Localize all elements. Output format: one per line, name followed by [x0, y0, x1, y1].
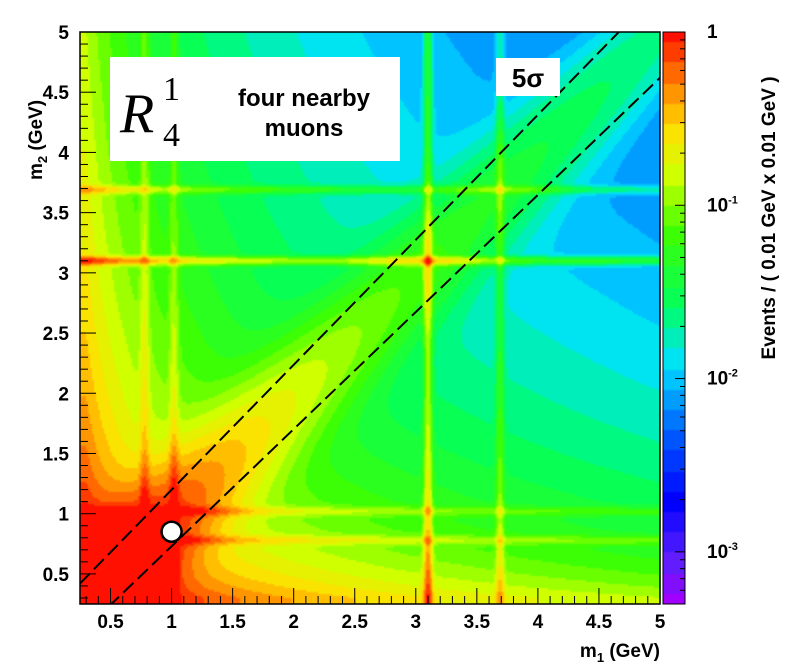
- x-tick-label: 3: [411, 612, 422, 633]
- y-axis-label-sub: 2: [35, 156, 50, 163]
- color-scale-label: Events / ( 0.01 GeV x 0.01 GeV ): [759, 76, 780, 359]
- x-tick-label: 4.5: [586, 612, 613, 633]
- annotation-line-2: muons: [265, 115, 344, 142]
- signal-band-line-1: [80, 32, 621, 585]
- annotation-box: R 1 4 four nearby muons: [110, 57, 400, 161]
- marker-point: [160, 520, 183, 543]
- x-tick-label: 0.5: [97, 612, 124, 633]
- annotation-box-bg: [110, 57, 400, 161]
- significance-box: 5σ: [496, 58, 560, 96]
- y-tick-label: 2: [58, 384, 69, 405]
- significance-label: 5σ: [512, 63, 544, 93]
- y-tick-label: 3: [58, 264, 69, 285]
- x-axis-label-unit: (GeV): [604, 641, 660, 662]
- y-tick-label: 2.5: [43, 324, 70, 345]
- x-tick-label: 1.5: [219, 612, 246, 633]
- x-tick-label: 1: [166, 612, 177, 633]
- x-tick-label: 5: [655, 612, 666, 633]
- annotation-symbol-sub: 4: [163, 117, 180, 154]
- x-axis-label-sub: 1: [597, 650, 604, 665]
- plot-frame: [79, 31, 661, 605]
- y-tick-label: 1.5: [43, 444, 70, 465]
- color-scale-tick-label: 10-2: [707, 368, 738, 390]
- y-tick-label: 4: [58, 143, 69, 164]
- y-tick-label: 1: [58, 505, 69, 526]
- y-axis-label: m2 (GeV): [26, 100, 50, 180]
- annotation-symbol: R: [119, 83, 154, 145]
- y-tick-label: 0.5: [43, 565, 70, 586]
- significance-box-bg: [496, 58, 560, 96]
- annotation-line-1: four nearby: [238, 85, 371, 112]
- y-axis-ticks: 0.5 1 1.5 2 2.5 3 3.5 4 4.5 5: [43, 23, 96, 599]
- color-scale-ticks: 1 10-1 10-2 10-3: [675, 22, 738, 605]
- color-scale-tick-label: 1: [707, 22, 718, 43]
- x-axis-label: m1 (GeV): [580, 641, 660, 665]
- y-tick-label: 4.5: [43, 83, 70, 104]
- color-scale-tick-label: 10-3: [707, 541, 738, 563]
- y-tick-label: 3.5: [43, 204, 70, 225]
- color-scale-frame: [662, 31, 686, 605]
- x-axis-ticks: 0.5 1 1.5 2 2.5 3 3.5 4 4.5 5: [85, 588, 666, 633]
- y-axis-label-unit: (GeV): [26, 100, 47, 156]
- x-tick-label: 2: [288, 612, 299, 633]
- x-axis-label-main: m: [580, 641, 597, 662]
- x-tick-label: 4: [533, 612, 544, 633]
- y-axis-label-main: m: [26, 163, 47, 180]
- y-tick-label: 5: [58, 23, 69, 44]
- x-tick-label: 3.5: [464, 612, 491, 633]
- x-tick-label: 2.5: [342, 612, 369, 633]
- color-scale-tick-label: 10-1: [707, 194, 738, 216]
- annotation-symbol-sup: 1: [163, 71, 180, 108]
- color-scale-bar: [663, 32, 685, 604]
